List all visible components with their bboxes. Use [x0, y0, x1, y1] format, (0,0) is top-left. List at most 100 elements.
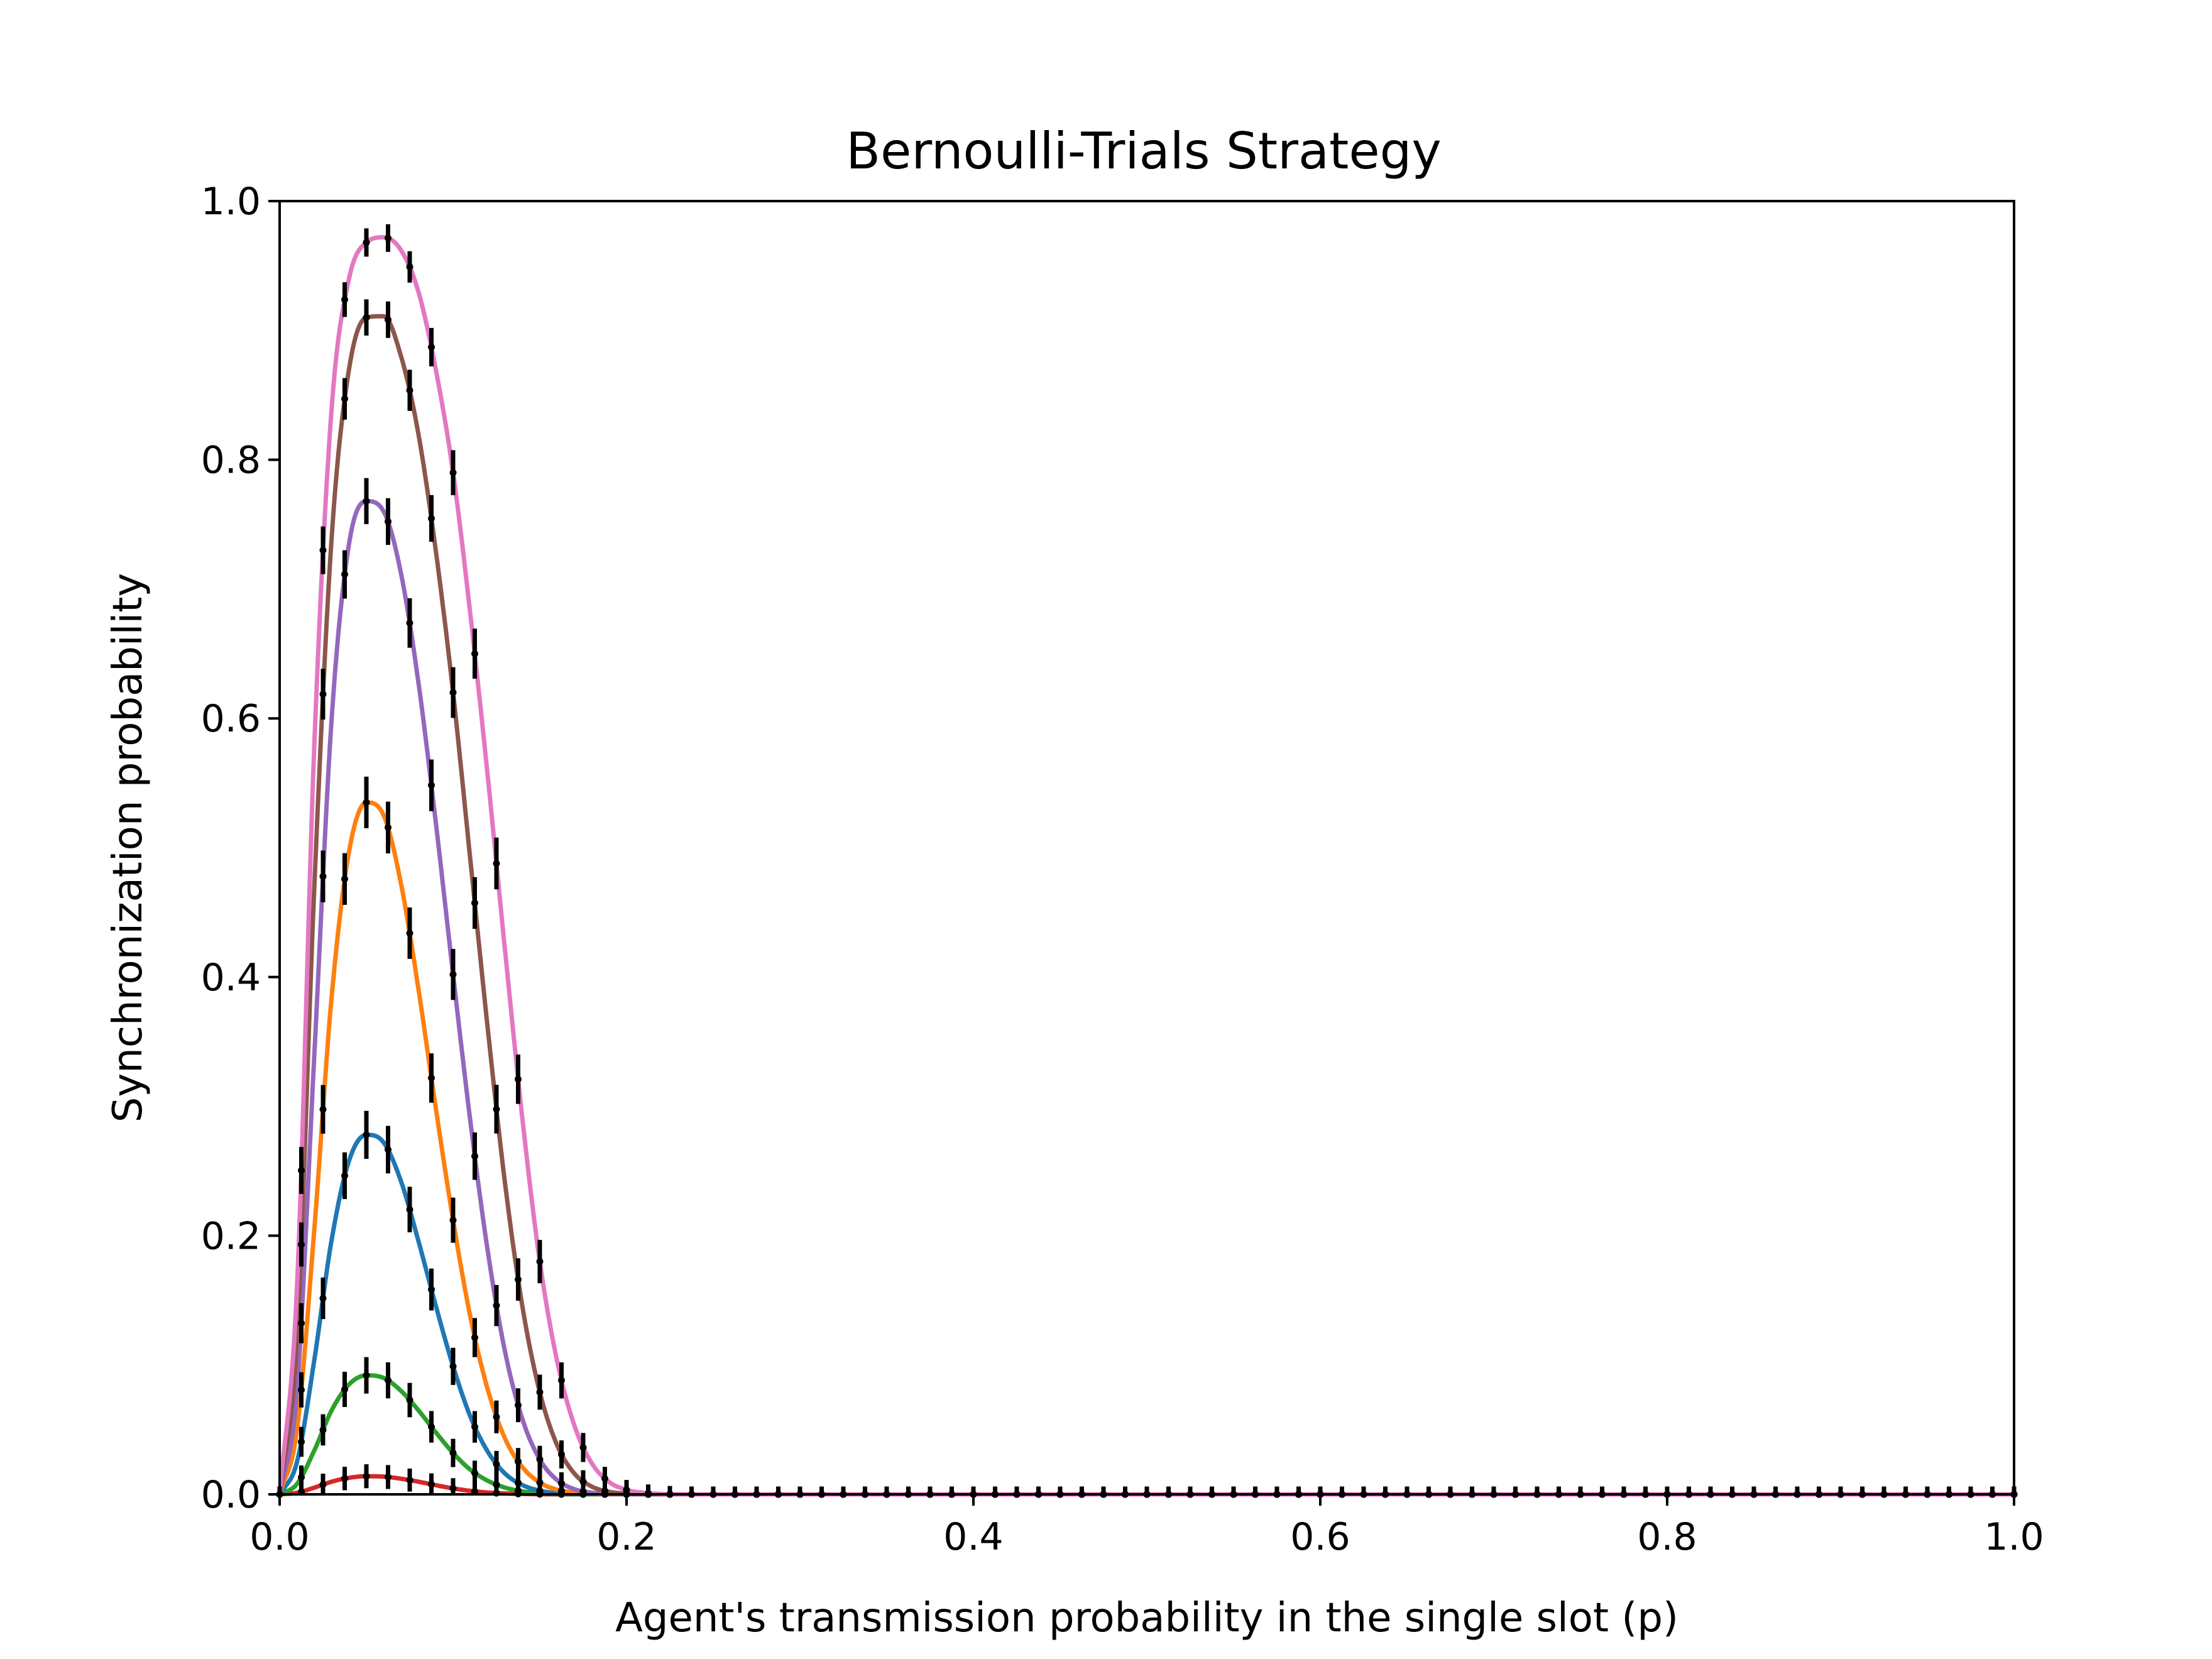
data-point — [385, 1377, 391, 1384]
chart-title: Bernoulli-Trials Strategy — [846, 122, 1442, 180]
data-point — [449, 971, 457, 978]
data-point — [428, 515, 435, 522]
data-point — [385, 824, 391, 831]
data-point — [428, 343, 435, 351]
data-point — [515, 1458, 522, 1465]
data-point — [406, 386, 413, 394]
y-tick-label: 0.2 — [201, 1214, 261, 1258]
data-point — [449, 1449, 457, 1457]
data-point — [449, 1485, 457, 1492]
data-point — [558, 1450, 565, 1458]
x-tick-label: 0.8 — [1637, 1515, 1697, 1559]
data-point — [319, 1295, 327, 1302]
data-point — [385, 1473, 391, 1481]
data-point — [428, 1286, 435, 1293]
data-point — [319, 873, 327, 880]
data-point — [471, 1487, 478, 1495]
y-tick-label: 0.6 — [201, 697, 261, 741]
x-tick-label: 0.2 — [596, 1515, 656, 1559]
data-point — [319, 547, 327, 554]
data-point — [341, 296, 348, 304]
data-point — [515, 1276, 522, 1283]
data-point — [406, 619, 413, 627]
data-point — [515, 1401, 522, 1409]
x-tick-label: 1.0 — [1984, 1515, 2044, 1559]
x-axis: 0.0 0.2 0.4 0.6 0.8 1.0 — [249, 1494, 2044, 1559]
data-point — [536, 1258, 544, 1266]
data-point — [471, 1333, 478, 1341]
x-tick-label: 0.4 — [943, 1515, 1003, 1559]
data-point — [341, 1475, 348, 1482]
data-point — [515, 1479, 522, 1487]
data-point — [341, 1172, 348, 1180]
data-point — [363, 497, 370, 505]
data-point — [298, 1167, 305, 1174]
data-point — [449, 1362, 457, 1370]
data-point — [363, 1472, 370, 1480]
data-point — [471, 1423, 478, 1431]
data-point — [406, 1206, 413, 1213]
data-point — [363, 314, 370, 321]
data-point — [385, 1146, 391, 1153]
x-tick-label: 0.0 — [249, 1515, 309, 1559]
x-tick-label: 0.6 — [1290, 1515, 1350, 1559]
data-point — [298, 1320, 305, 1327]
data-point — [341, 875, 348, 883]
data-point — [558, 1377, 565, 1384]
data-point — [536, 1388, 544, 1396]
data-point — [363, 239, 370, 246]
data-point — [363, 1131, 370, 1139]
series-markers-7 — [276, 224, 2018, 1498]
data-point — [623, 1486, 630, 1494]
data-point — [449, 1217, 457, 1224]
data-point — [449, 689, 457, 696]
data-point — [493, 1413, 500, 1421]
data-point — [493, 1460, 500, 1468]
data-point — [579, 1478, 587, 1486]
data-point — [406, 929, 413, 937]
data-point — [536, 1479, 544, 1486]
data-point — [298, 1386, 305, 1394]
data-point — [428, 1423, 435, 1431]
data-point — [493, 1105, 500, 1113]
data-point — [515, 1075, 522, 1083]
data-point — [363, 799, 370, 806]
data-point — [385, 234, 391, 242]
data-point — [428, 1481, 435, 1488]
data-point — [319, 1105, 327, 1113]
y-axis-label: Synchronization probability — [105, 573, 151, 1122]
data-point — [471, 1469, 478, 1477]
data-point — [493, 1302, 500, 1310]
y-tick-label: 0.8 — [201, 439, 261, 483]
data-point — [406, 1396, 413, 1404]
data-point — [298, 1240, 305, 1248]
data-point — [385, 518, 391, 525]
data-point — [341, 571, 348, 578]
data-point — [341, 1386, 348, 1393]
y-tick-label: 0.0 — [201, 1473, 261, 1517]
y-axis: 0.0 0.2 0.4 0.6 0.8 1.0 — [201, 180, 280, 1517]
axes-frame — [278, 200, 2015, 1496]
data-point — [363, 1372, 370, 1379]
data-point — [601, 1475, 608, 1482]
data-point — [406, 263, 413, 271]
data-point — [493, 860, 500, 867]
data-point — [428, 782, 435, 789]
data-point — [471, 650, 478, 657]
data-point — [536, 1455, 544, 1463]
data-point — [341, 395, 348, 403]
data-point — [449, 469, 457, 476]
data-point — [406, 1476, 413, 1484]
data-point — [298, 1474, 305, 1481]
data-point — [319, 1426, 327, 1433]
data-point — [385, 316, 391, 324]
data-point — [298, 1438, 305, 1445]
data-point — [471, 899, 478, 907]
data-point — [558, 1479, 565, 1487]
data-point — [319, 691, 327, 698]
y-tick-label: 0.4 — [201, 956, 261, 1000]
data-point — [428, 1075, 435, 1082]
data-point — [471, 1153, 478, 1160]
